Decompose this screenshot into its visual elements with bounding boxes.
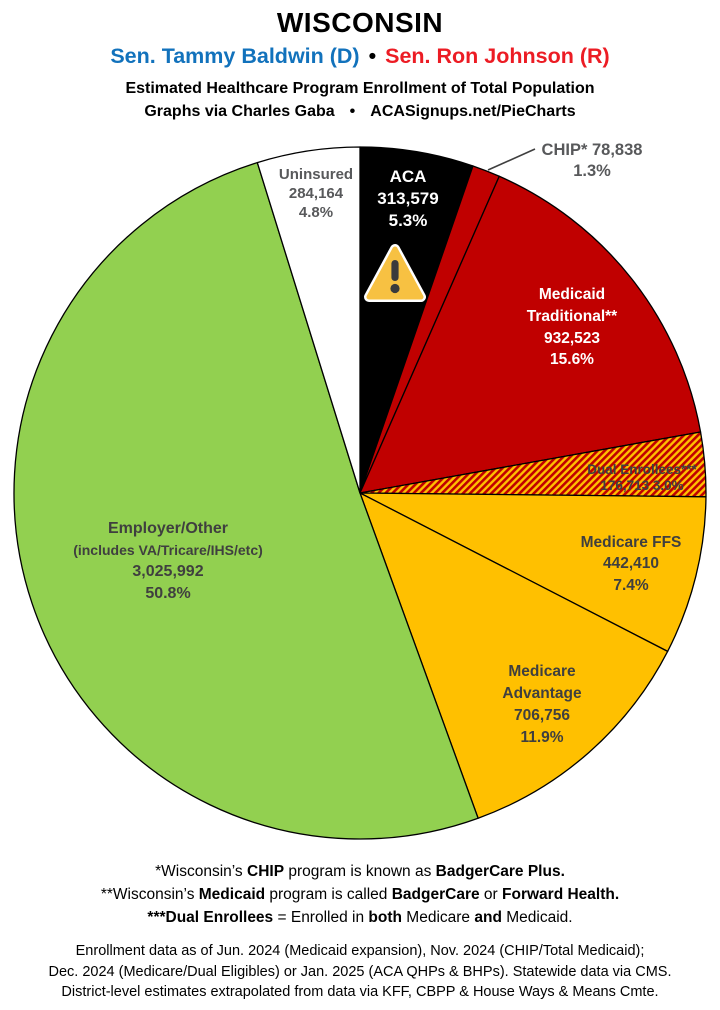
pie-slice-medicare_advantage xyxy=(359,492,669,819)
pie-label-uninsured: Uninsured 284,164 4.8% xyxy=(279,166,353,221)
pie-label-chip: CHIP* 78,838 1.3% xyxy=(542,141,643,180)
state-title: WISCONSIN xyxy=(276,7,444,38)
pie-label-dual_enrollees: Dual Enrollees*** 176,713 3.0% xyxy=(587,462,697,493)
credit-line: Graphs via Charles Gaba • ACASignups.net/P… xyxy=(0,101,720,123)
pie-label-employer_other: Employer/Other (includes VA/Tricare/IHS/e… xyxy=(73,520,263,602)
credit-author: Graphs via Charles Gaba xyxy=(144,103,335,120)
footnote-line-3: ***Dual Enrollees = Enrolled in both Med… xyxy=(147,909,573,926)
bullet-separator: • xyxy=(368,44,377,68)
pie-slice-medicare_ffs xyxy=(359,492,707,653)
footnotes-block: *Wisconsin’s CHIP program is known as Ba… xyxy=(0,860,720,929)
senators-line: Sen. Tammy Baldwin (D) • Sen. Ron Johnson … xyxy=(0,42,720,70)
pie-label-medicare_advantage: Medicare Advantage 706,756 11.9% xyxy=(502,663,582,746)
pie-slices xyxy=(13,146,707,840)
source-note-line-2: Dec. 2024 (Medicare/Dual Eligibles) or J… xyxy=(48,963,672,980)
pie-labels: ACA 313,579 5.3% CHIP* 78,838 1.3% Medicaid Tr… xyxy=(73,141,697,746)
footnote-line-2: **Wisconsin’s Medicaid program is called… xyxy=(100,886,620,903)
footnote-line-1: *Wisconsin’s CHIP program is known as Ba… xyxy=(155,863,565,880)
credit-site: ACASignups.net/PieCharts xyxy=(370,103,576,120)
source-note-line-1: Enrollment data as of Jun. 2024 (Medicai… xyxy=(75,943,645,959)
senator-dem: Sen. Tammy Baldwin (D) xyxy=(110,44,360,68)
warning-icon xyxy=(364,244,426,302)
source-note-block: Enrollment data as of Jun. 2024 (Medicai… xyxy=(0,941,720,1003)
pie-slice-uninsured xyxy=(256,146,361,494)
pie-label-medicaid_traditional: Medicaid Traditional** 932,523 15.6% xyxy=(527,286,618,368)
pie-label-medicare_ffs: Medicare FFS 442,410 7.4% xyxy=(581,534,682,594)
chip-leader-line xyxy=(487,148,536,171)
source-note-line-3: District-level estimates extrapolated fr… xyxy=(61,984,659,1000)
pie-slice-employer_other xyxy=(13,161,479,840)
subtitle-enrollment: Estimated Healthcare Program Enrollment … xyxy=(125,80,595,97)
pie-slice-medicaid_traditional xyxy=(359,175,702,494)
senator-rep: Sen. Ron Johnson (R) xyxy=(385,44,610,68)
credit-separator: • xyxy=(349,103,356,120)
pie-label-aca: ACA 313,579 5.3% xyxy=(377,167,438,230)
